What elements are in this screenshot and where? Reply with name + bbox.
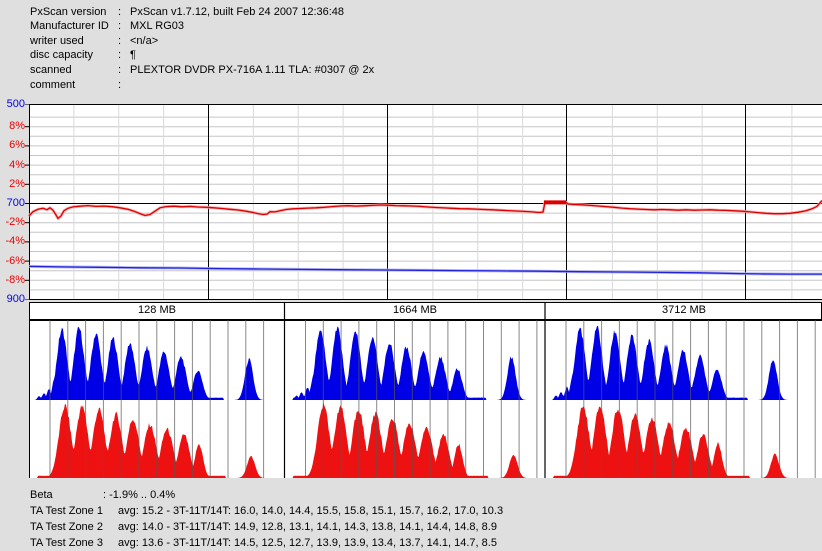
header-label: disc capacity bbox=[30, 49, 93, 61]
y-axis-label: 2% bbox=[9, 177, 25, 190]
y-axis-label: -8% bbox=[5, 273, 25, 286]
ta-zone3-value: avg: 13.6 - 3T-11T/14T: 14.5, 12.5, 12.7… bbox=[118, 537, 497, 549]
header-value: PLEXTOR DVDR PX-716A 1.11 TLA: #0307 @ 2… bbox=[130, 64, 375, 76]
y-axis-label: 4% bbox=[9, 158, 25, 171]
beta-label: Beta bbox=[30, 489, 53, 501]
y-axis-label: -4% bbox=[5, 235, 25, 248]
ta-histogram-chart bbox=[29, 302, 822, 478]
main-line-chart bbox=[25, 104, 822, 300]
ta-zone3-label: TA Test Zone 3 bbox=[30, 537, 103, 549]
header-label: PxScan version bbox=[30, 6, 107, 18]
y-axis-label: 900 bbox=[6, 293, 25, 306]
zone-label-128mb: 128 MB bbox=[138, 304, 176, 316]
y-axis-label: -6% bbox=[5, 254, 25, 267]
ta-zone2-value: avg: 14.0 - 3T-11T/14T: 14.9, 12.8, 13.1… bbox=[118, 521, 497, 533]
header-colon: : bbox=[118, 79, 122, 91]
header-value: PxScan v1.7.12, built Feb 24 2007 12:36:… bbox=[130, 6, 345, 18]
header-label: scanned bbox=[30, 64, 72, 76]
header-label: writer used bbox=[30, 35, 84, 47]
zone-label-3712mb: 3712 MB bbox=[661, 304, 707, 316]
y-axis-label: 700 bbox=[6, 197, 25, 209]
y-axis-label: 500 bbox=[6, 97, 25, 110]
ta-zone1-value: avg: 15.2 - 3T-11T/14T: 16.0, 14.0, 14.4… bbox=[118, 505, 504, 517]
y-axis-label: 6% bbox=[9, 139, 25, 152]
header-label: Manufacturer ID bbox=[30, 20, 109, 32]
y-axis-label: 8% bbox=[9, 120, 25, 133]
ta-zone2-label: TA Test Zone 2 bbox=[30, 521, 103, 533]
y-axis-label: -2% bbox=[5, 216, 25, 229]
header-colon: : bbox=[118, 6, 122, 18]
header-colon: : bbox=[118, 20, 122, 32]
header-label: comment bbox=[30, 79, 76, 91]
header-colon: : bbox=[118, 35, 122, 47]
header-colon: : bbox=[118, 49, 122, 61]
header-value: <n/a> bbox=[130, 35, 159, 47]
zone-label-1664mb: 1664 MB bbox=[392, 304, 438, 316]
header-colon: : bbox=[118, 64, 122, 76]
header-value: MXL RG03 bbox=[130, 20, 185, 32]
beta-value: : -1.9% .. 0.4% bbox=[103, 489, 176, 501]
ta-zone1-label: TA Test Zone 1 bbox=[30, 505, 103, 517]
header-value: ¶ bbox=[130, 49, 136, 61]
